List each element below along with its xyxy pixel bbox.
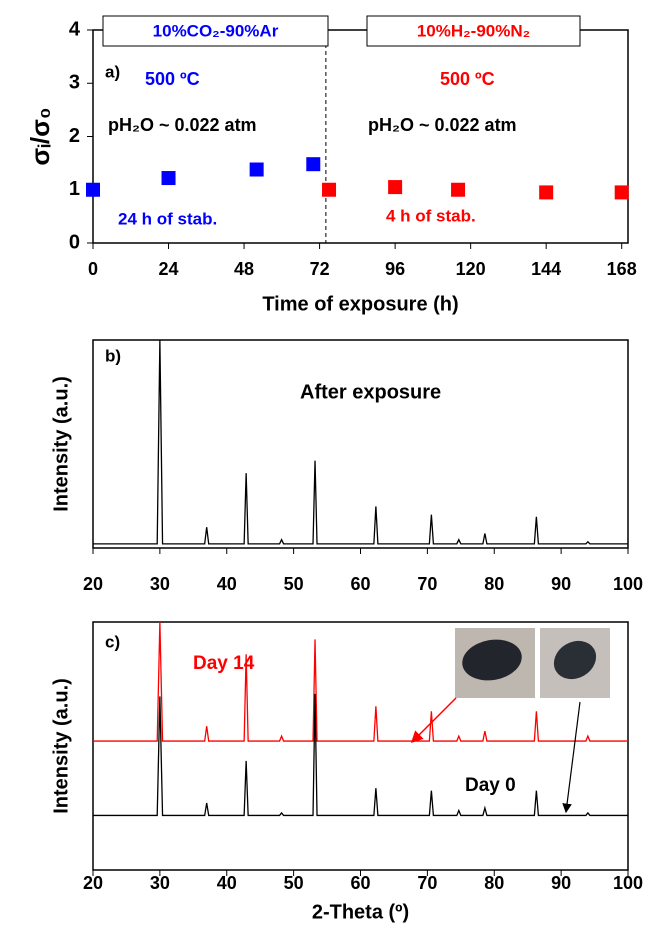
x-tick-label: 20 (83, 574, 103, 594)
panel: 0 24 48 72 96 120 144 168 0 1 2 3 4 Time of exposure … (25, 15, 637, 315)
legend-box (102, 15, 329, 47)
y-tick-label: 4 (69, 18, 81, 40)
x-tick-label: 144 (531, 259, 561, 279)
x-tick-label: 100 (613, 873, 643, 893)
xrd-pattern (93, 693, 628, 817)
annotation: 4 h of stab. (386, 206, 476, 225)
x-tick-label: 70 (417, 574, 437, 594)
x-tick-label: 40 (217, 574, 237, 594)
x-tick-label: 168 (607, 259, 637, 279)
point (614, 185, 629, 200)
x-tick-label: 70 (417, 873, 437, 893)
annotation: pH₂O ~ 0.022 atm (368, 115, 517, 135)
xrd-pattern (93, 339, 628, 545)
plot-frame (92, 339, 629, 549)
annotation: After exposure (300, 381, 441, 403)
y-axis-label: Intensity (a.u.) (50, 678, 72, 814)
x-tick-label: 0 (88, 259, 98, 279)
y-axis-label: Intensity (a.u.) (50, 376, 72, 512)
series-label: Day 0 (465, 775, 516, 796)
point (86, 182, 100, 197)
sample-photos (410, 628, 610, 814)
x-tick-label: 30 (150, 574, 170, 594)
x-tick-label: 50 (284, 574, 304, 594)
x-tick-label: 48 (234, 259, 254, 279)
point (539, 185, 554, 200)
x-tick-label: 20 (83, 873, 103, 893)
annotation: b) (105, 346, 121, 365)
y-axis-label: σᵢ/σ₀ (25, 107, 55, 165)
point (388, 180, 403, 195)
legend-box (366, 15, 581, 47)
x-tick-label: 30 (150, 873, 170, 893)
x-tick-label: 50 (284, 873, 304, 893)
annotation: a) (105, 62, 120, 81)
point (249, 162, 264, 177)
x-tick-label: 60 (350, 574, 370, 594)
y-tick-label: 1 (69, 178, 80, 200)
annotation: 24 h of stab. (118, 209, 217, 228)
legend-label: 10%CO₂-90%Ar (153, 21, 279, 40)
point (161, 171, 176, 186)
x-tick-label: 80 (484, 873, 504, 893)
point (322, 182, 337, 197)
x-tick-label: 72 (310, 259, 330, 279)
x-tick-label: 60 (350, 873, 370, 893)
annotation: 500 ºC (145, 69, 200, 89)
point (306, 157, 321, 172)
annotation: 500 ºC (440, 69, 495, 89)
panel: 20 30 40 50 60 70 80 90 100 2-Theta (º) Intensity … (50, 621, 643, 923)
legend-label: 10%H₂-90%N₂ (417, 21, 530, 40)
annotation: pH₂O ~ 0.022 atm (108, 115, 257, 135)
point (451, 182, 466, 197)
x-tick-label: 100 (613, 574, 643, 594)
x-tick-label: 96 (385, 259, 405, 279)
y-tick-label: 2 (69, 125, 80, 147)
y-tick-label: 0 (69, 231, 80, 253)
xrd-pattern (93, 621, 628, 742)
x-tick-label: 40 (217, 873, 237, 893)
x-tick-label: 90 (551, 574, 571, 594)
annotation: c) (105, 632, 120, 651)
x-tick-label: 120 (456, 259, 486, 279)
panel: 20 30 40 50 60 70 80 90 100 Intensity (a.u.) b) Aft… (50, 339, 643, 594)
x-tick-label: 24 (159, 259, 179, 279)
x-tick-label: 80 (484, 574, 504, 594)
x-tick-label: 90 (551, 873, 571, 893)
x-axis-label: Time of exposure (h) (262, 293, 458, 315)
series-label: Day 14 (193, 653, 255, 674)
x-axis-label: 2-Theta (º) (312, 901, 409, 923)
y-tick-label: 3 (69, 72, 80, 94)
